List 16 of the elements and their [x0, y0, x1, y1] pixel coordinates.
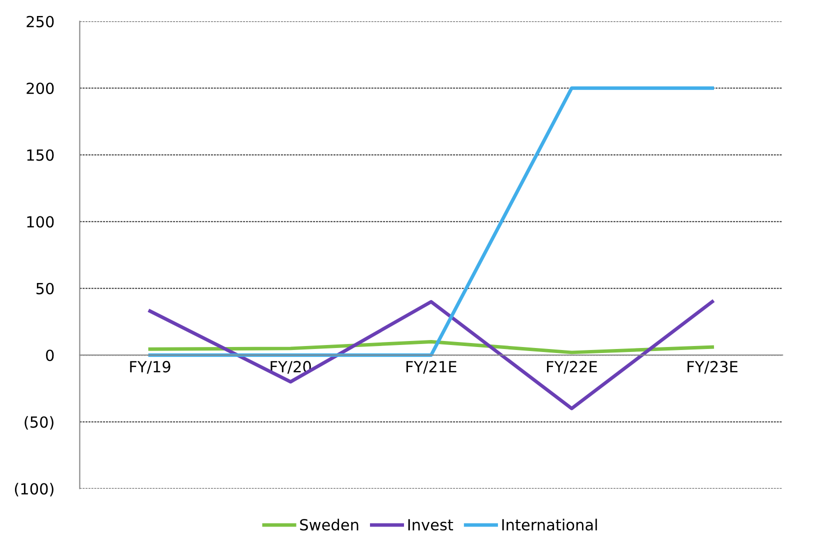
x-tick-label: FY/22E [547, 360, 597, 374]
y-tick-label: 50 [36, 282, 54, 294]
x-tick-label: FY/19 [130, 360, 170, 374]
legend-label: Sweden [300, 518, 358, 531]
y-tick-label: 150 [27, 149, 54, 161]
y-tick-label: 0 [46, 350, 54, 362]
legend-label: International [502, 518, 597, 531]
y-tick-label: 250 [26, 16, 54, 28]
y-tick-label: 100 [27, 216, 54, 228]
x-tick-label: FY/21E [406, 360, 456, 374]
y-tick-label: 200 [26, 82, 54, 94]
legend-label: Invest [408, 519, 454, 531]
y-tick-label: (50) [24, 416, 54, 430]
line-series [148, 340, 714, 354]
y-tick-label: (100) [14, 482, 54, 496]
x-tick-label: FY/23E [688, 360, 738, 374]
